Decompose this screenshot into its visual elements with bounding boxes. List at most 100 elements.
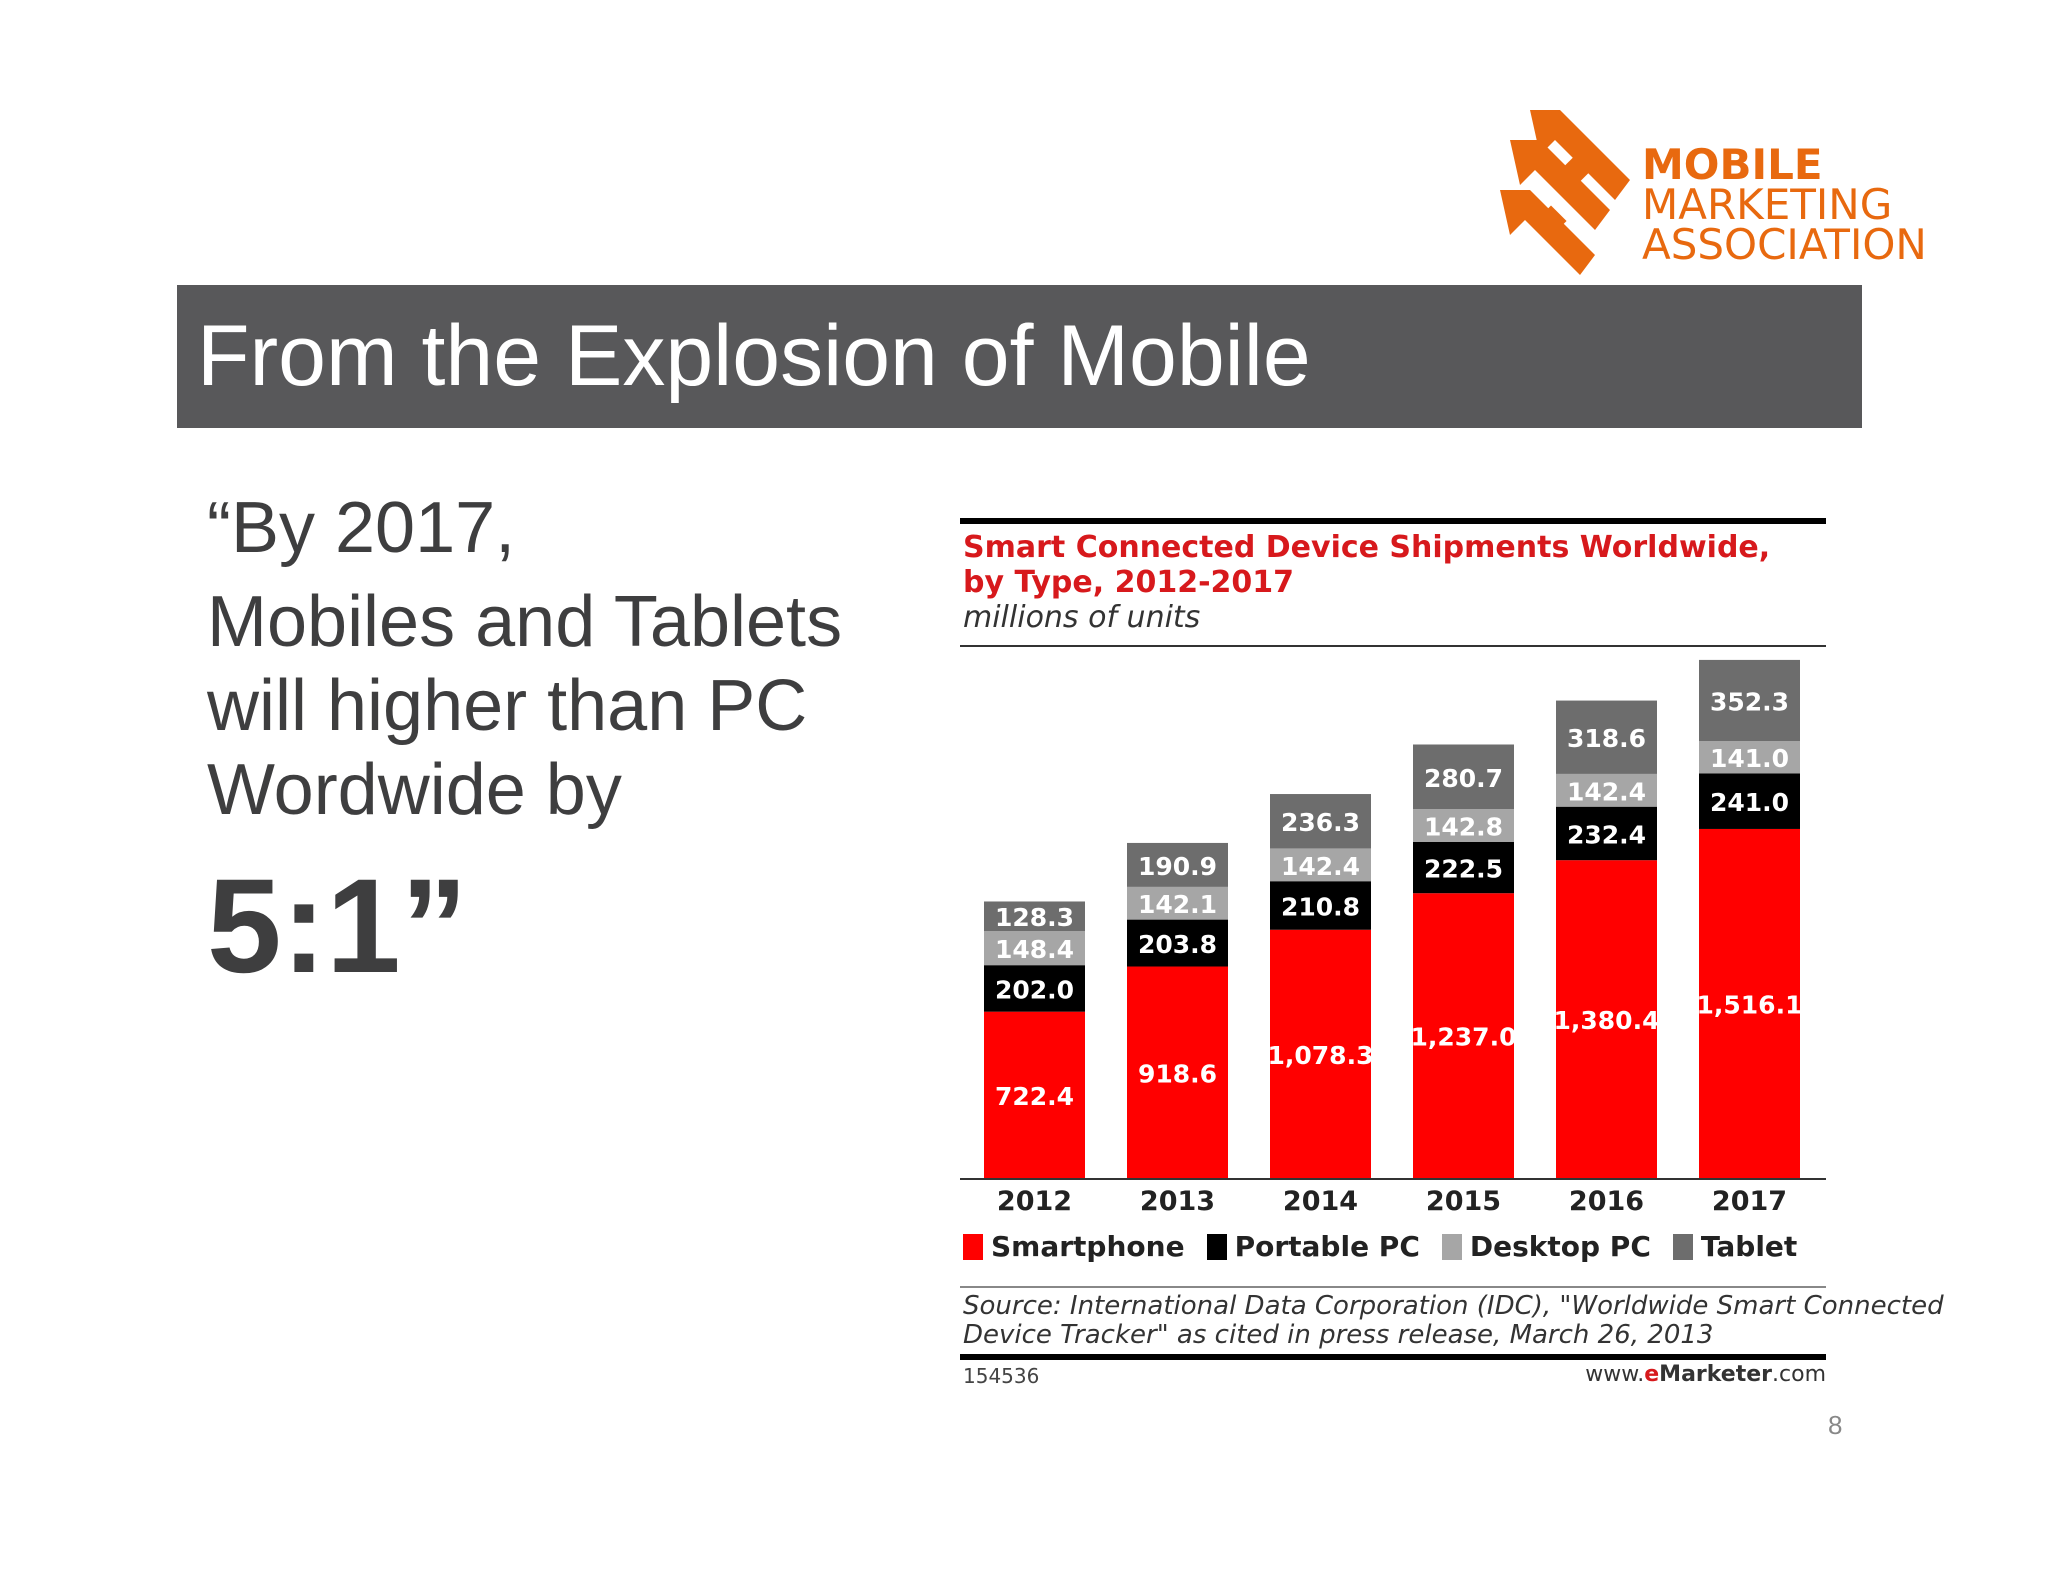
quote-line-1: “By 2017, [207, 488, 516, 568]
chart-plot: 722.4 202.0 148.4 128.3 2012 918.6 203.8 142.1 1… [960, 659, 1826, 1217]
bar-segment-portable-pc-2016 [1556, 806, 1657, 861]
bar-segment-smartphone-2016 [1556, 860, 1657, 1178]
quote-line-3: will higher than PC [207, 666, 808, 746]
bar-segment-desktop-pc-2013 [1127, 886, 1228, 920]
x-tick-label-2014: 2014 [1283, 1186, 1358, 1217]
data-label-smartphone-2015: 1,237.0 [1411, 1023, 1517, 1052]
legend-item-tablet: Tablet [1672, 1230, 1798, 1263]
bar-segment-portable-pc-2015 [1413, 841, 1514, 894]
logo-line-mobile: MOBILE [1642, 140, 1823, 189]
chart-id: 154536 [963, 1364, 1040, 1388]
bar-segment-tablet-2016 [1556, 700, 1657, 774]
quote-block: “By 2017, Mobiles and Tablets will highe… [207, 486, 842, 1002]
data-label-desktop-pc-2016: 142.4 [1567, 777, 1646, 806]
data-label-smartphone-2016: 1,380.4 [1554, 1006, 1660, 1035]
bar-segment-tablet-2015 [1413, 744, 1514, 810]
chart-source: Source: International Data Corporation (… [963, 1292, 1944, 1350]
chart-title-line-1: Smart Connected Device Shipments Worldwi… [963, 530, 1771, 565]
bar-segment-smartphone-2015 [1413, 893, 1514, 1178]
bar-segment-desktop-pc-2017 [1699, 741, 1800, 774]
data-label-tablet-2017: 352.3 [1710, 687, 1789, 716]
data-label-portable-pc-2015: 222.5 [1424, 855, 1503, 884]
bar-segment-tablet-2014 [1270, 794, 1371, 849]
bar-segment-smartphone-2013 [1127, 966, 1228, 1178]
bar-segment-desktop-pc-2016 [1556, 773, 1657, 807]
brand-prefix: www. [1585, 1362, 1645, 1387]
legend-swatch [963, 1233, 983, 1260]
chart-subtitle-rule [960, 645, 1826, 647]
data-label-tablet-2015: 280.7 [1424, 764, 1503, 793]
brand-suffix: .com [1772, 1362, 1826, 1387]
legend-swatch [1672, 1233, 1693, 1260]
x-tick-label-2015: 2015 [1426, 1186, 1501, 1217]
bar-segment-desktop-pc-2015 [1413, 809, 1514, 842]
legend-label: Smartphone [991, 1230, 1185, 1263]
data-label-portable-pc-2017: 241.0 [1710, 788, 1789, 817]
legend-label: Tablet [1700, 1230, 1798, 1263]
chart-title: Smart Connected Device Shipments Worldwi… [963, 530, 1770, 600]
data-label-desktop-pc-2014: 142.4 [1281, 852, 1360, 881]
data-label-smartphone-2017: 1,516.1 [1697, 990, 1803, 1019]
data-label-desktop-pc-2017: 141.0 [1710, 744, 1789, 773]
data-label-tablet-2016: 318.6 [1567, 724, 1646, 753]
bar-segment-smartphone-2014 [1270, 929, 1371, 1178]
data-label-tablet-2013: 190.9 [1138, 852, 1217, 881]
chart-source-line-1: Source: International Data Corporation (… [963, 1291, 1944, 1321]
chart-subtitle: millions of units [963, 600, 1201, 635]
data-label-portable-pc-2012: 202.0 [995, 975, 1074, 1004]
chart-top-rule [960, 518, 1826, 524]
data-label-desktop-pc-2015: 142.8 [1424, 813, 1503, 842]
data-label-tablet-2014: 236.3 [1281, 808, 1360, 837]
logo-line-association: ASSOCIATION [1642, 220, 1927, 269]
x-tick-label-2017: 2017 [1712, 1186, 1787, 1217]
bar-segment-portable-pc-2013 [1127, 919, 1228, 967]
mma-logo-mark [1500, 110, 1630, 275]
x-tick-label-2016: 2016 [1569, 1186, 1644, 1217]
x-tick-label-2013: 2013 [1140, 1186, 1215, 1217]
mma-logo: MOBILE MARKETING ASSOCIATION [1500, 110, 1940, 280]
legend-label: Portable PC [1234, 1230, 1420, 1263]
bar-segment-portable-pc-2014 [1270, 881, 1371, 930]
legend-swatch [1206, 1233, 1227, 1260]
data-label-desktop-pc-2013: 142.1 [1138, 890, 1217, 919]
chart-bottom-rule [960, 1354, 1826, 1360]
logo-line-marketing: MARKETING [1642, 180, 1893, 229]
quote-line-4: Wordwide by [207, 750, 622, 830]
bar-segment-desktop-pc-2014 [1270, 848, 1371, 882]
data-label-desktop-pc-2012: 148.4 [995, 935, 1074, 964]
quote-ratio: 5:1” [207, 852, 468, 1001]
legend-label: Desktop PC [1469, 1230, 1651, 1263]
legend-swatch [1441, 1233, 1462, 1260]
brand-e: e [1644, 1362, 1660, 1387]
emarketer-brand: www.eMarketer.com [1585, 1362, 1826, 1387]
legend-item-portable-pc: Portable PC [1206, 1230, 1420, 1263]
slide-title: From the Explosion of Mobile [197, 308, 1311, 404]
bar-segment-tablet-2013 [1127, 842, 1228, 887]
data-label-tablet-2012: 128.3 [995, 903, 1074, 932]
bar-segment-portable-pc-2017 [1699, 773, 1800, 829]
logo-wordmark: MOBILE MARKETING ASSOCIATION [1642, 140, 1927, 269]
chart-title-line-2: by Type, 2012-2017 [963, 565, 1295, 600]
data-label-portable-pc-2016: 232.4 [1567, 820, 1646, 849]
chart-source-rule [960, 1286, 1826, 1288]
quote-line-2: Mobiles and Tablets [207, 582, 843, 662]
bar-segment-tablet-2017 [1699, 659, 1800, 742]
data-label-smartphone-2012: 722.4 [995, 1082, 1074, 1111]
chart-source-line-2: Device Tracker" as cited in press releas… [963, 1320, 1714, 1350]
bar-segment-desktop-pc-2012 [984, 931, 1085, 966]
data-label-smartphone-2013: 918.6 [1138, 1059, 1217, 1088]
bar-segment-smartphone-2017 [1699, 828, 1800, 1178]
data-label-portable-pc-2013: 203.8 [1138, 930, 1217, 959]
chart-legend: Smartphone Portable PC Desktop PC Tablet [963, 1230, 1819, 1267]
x-tick-label-2012: 2012 [997, 1186, 1072, 1217]
title-bar: From the Explosion of Mobile [177, 285, 1862, 428]
legend-item-smartphone: Smartphone [963, 1230, 1185, 1263]
bar-segment-tablet-2012 [984, 901, 1085, 932]
page-number: 8 [1828, 1410, 1843, 1440]
legend-item-desktop-pc: Desktop PC [1441, 1230, 1651, 1263]
bar-segment-portable-pc-2012 [984, 965, 1085, 1012]
brand-main: Marketer [1659, 1362, 1773, 1387]
data-label-smartphone-2014: 1,078.3 [1268, 1041, 1374, 1070]
chart: Smart Connected Device Shipments Worldwi… [960, 518, 1944, 1398]
bar-segment-smartphone-2012 [984, 1011, 1085, 1178]
